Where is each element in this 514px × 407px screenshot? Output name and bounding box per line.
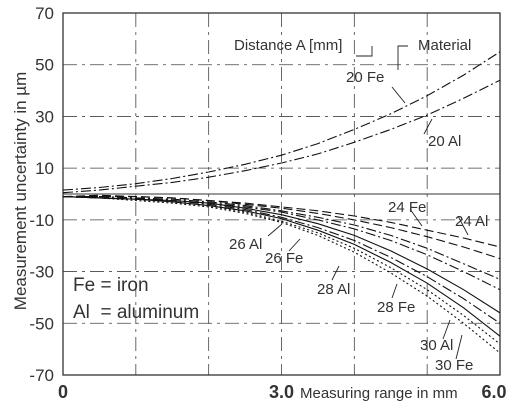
leader-line-6 (267, 223, 283, 237)
series-label-26-fe: 26 Fe (265, 250, 303, 267)
series-label-30-al: 30 Al (420, 337, 453, 354)
y-tick-label-0: 70 (35, 4, 54, 23)
leader-layer (267, 45, 469, 360)
legend-distance-header: Distance A [mm] (234, 37, 342, 54)
y-axis-title: Measurement uncertainty in µm (11, 72, 30, 310)
leader-line-11 (455, 334, 463, 360)
series-label-30-fe: 30 Fe (435, 357, 473, 374)
y-tick-label-7: -70 (29, 366, 54, 385)
leader-line-8 (331, 265, 340, 281)
series-label-28-fe: 28 Fe (377, 299, 415, 316)
x-tick-label-0: 0 (58, 382, 68, 402)
grid-layer (62, 12, 501, 376)
series-label-26-al: 26 Al (229, 236, 262, 253)
y-tick-label-6: -50 (29, 314, 54, 333)
y-tick-label-4: -10 (29, 211, 54, 230)
y-tick-label-1: 50 (35, 56, 54, 75)
legend-note-aluminum: Al = aluminum (73, 302, 199, 323)
series-line-30-fe (62, 196, 501, 345)
series-label-20-al: 20 Al (428, 133, 461, 150)
text-layer: Measurement uncertainty in µm Measuring … (11, 4, 507, 402)
y-tick-label-5: -30 (29, 263, 54, 282)
curve-layer (62, 51, 501, 354)
series-label-20-fe: 20 Fe (346, 69, 384, 86)
plot-frame (62, 12, 501, 376)
series-label-24-al: 24 Al (455, 213, 488, 230)
leader-line-1 (397, 45, 408, 70)
x-tick-label-2: 6.0 (481, 382, 506, 402)
y-tick-label-3: 10 (35, 159, 54, 178)
series-label-28-al: 28 Al (317, 281, 350, 298)
series-line-26-fe (63, 196, 501, 291)
leader-line-9 (391, 283, 398, 299)
x-tick-label-1: 3.0 (269, 382, 294, 402)
leader-line-0 (356, 46, 373, 57)
legend-note-iron: Fe = iron (73, 275, 149, 296)
leader-line-4 (409, 208, 423, 227)
leader-line-5 (457, 215, 469, 236)
legend-material-header: Material (418, 37, 471, 54)
leader-line-3 (423, 118, 433, 135)
leader-line-2 (391, 86, 406, 104)
x-axis-title: Measuring range in mm (300, 385, 458, 402)
series-line-24-al (63, 196, 501, 260)
series-line-unlabeled (62, 196, 501, 354)
series-line-20-al (62, 79, 501, 194)
leader-line-7 (288, 238, 301, 252)
y-tick-label-2: 30 (35, 107, 54, 126)
series-line-20-fe (62, 51, 501, 191)
leader-line-10 (442, 319, 451, 340)
series-label-24-fe: 24 Fe (388, 199, 426, 216)
